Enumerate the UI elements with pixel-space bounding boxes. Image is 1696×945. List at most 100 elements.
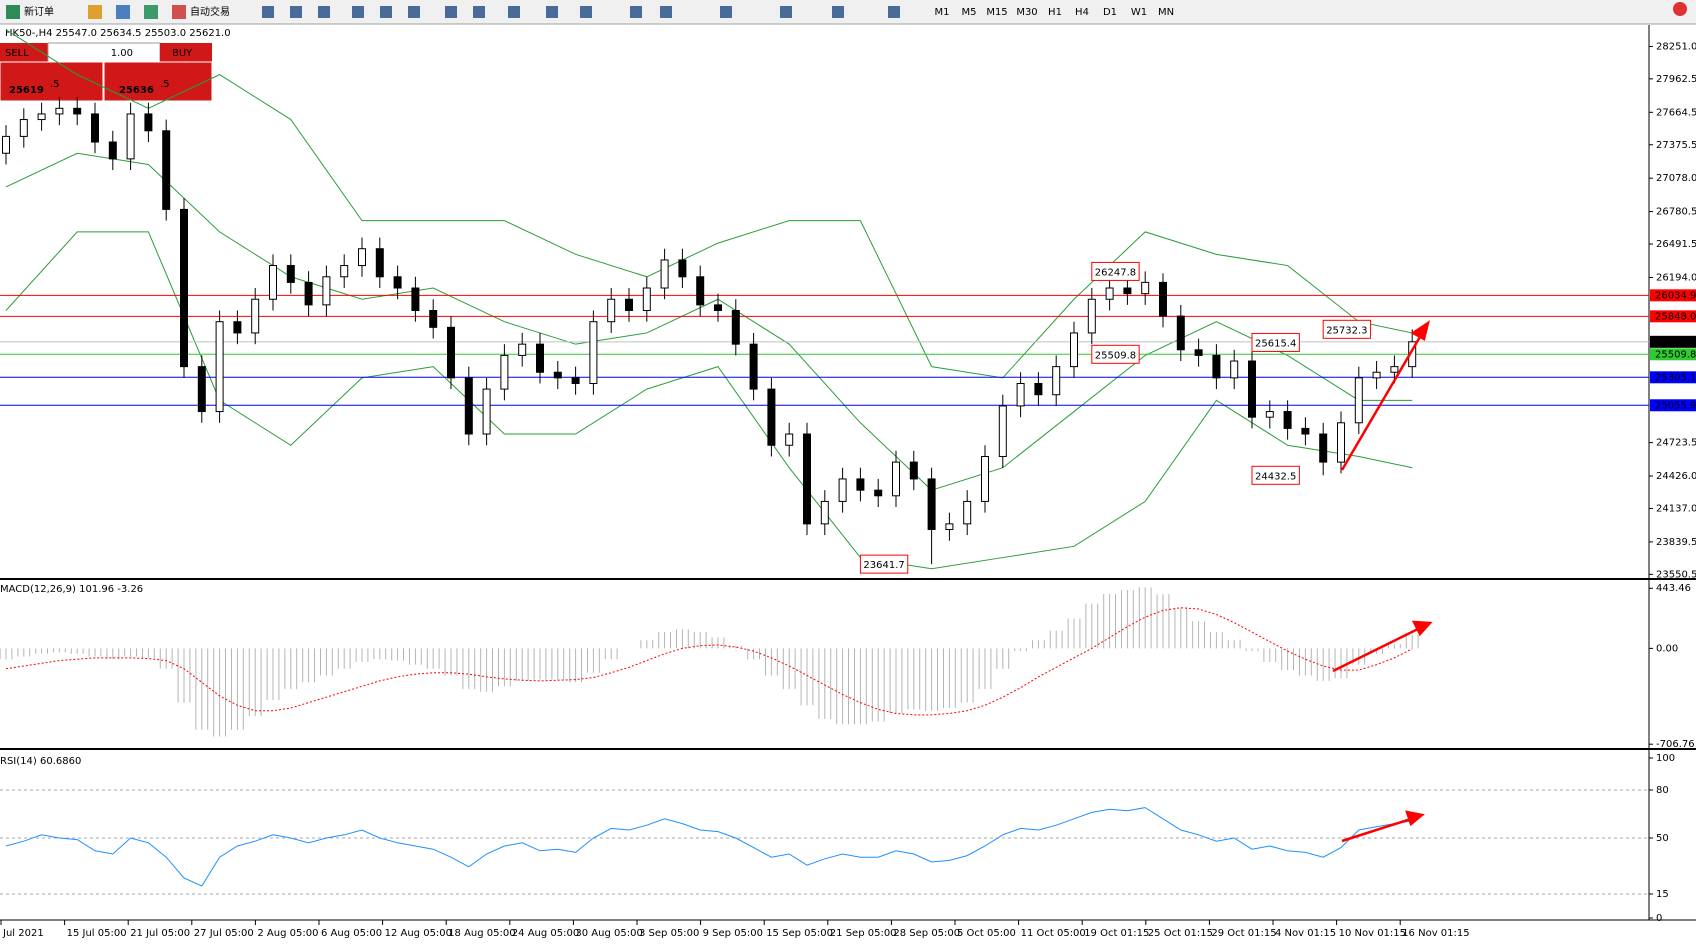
auto-trading-icon[interactable] [172, 5, 186, 19]
macd-trend-arrow [1332, 625, 1423, 673]
tool-icon[interactable] [473, 6, 485, 18]
auto-trading-label[interactable]: 自动交易 [190, 5, 230, 18]
price-level-label: 26034.9 [1655, 290, 1696, 301]
timeframe-button[interactable]: MN [1158, 7, 1174, 18]
tool-icon[interactable] [445, 6, 457, 18]
candle-body [1354, 377, 1363, 424]
price-trend-arrow [1340, 329, 1426, 471]
annotation-label: 26247.8 [1095, 267, 1136, 278]
bid-frac[interactable]: .5 [50, 79, 60, 90]
candle-body [108, 141, 117, 160]
annotation-label: 25509.8 [1095, 350, 1136, 361]
price-level-tag [1650, 289, 1696, 302]
timeframe-button[interactable]: D1 [1103, 7, 1117, 18]
candle-body [642, 287, 651, 311]
lot-value[interactable]: 1.00 [111, 48, 133, 59]
candle-body [660, 259, 669, 289]
tool-icon[interactable] [630, 6, 642, 18]
candle-body [322, 276, 331, 306]
candle-body [340, 265, 349, 278]
tool-icon[interactable] [290, 6, 302, 18]
candle-body [1248, 360, 1256, 418]
timeframe-button[interactable]: H1 [1048, 7, 1062, 18]
price-level-tag [1650, 348, 1696, 361]
time-label: 12 Aug 05:00 [385, 928, 452, 939]
y-tick-label: 15 [1656, 889, 1669, 900]
candle-body [1372, 371, 1381, 379]
sell-button[interactable] [0, 43, 48, 62]
new-order-label[interactable]: 新订单 [24, 5, 54, 18]
annotation-label: 23641.7 [863, 560, 904, 571]
bid-main[interactable]: 25619 [9, 85, 44, 96]
candle-body [447, 326, 455, 379]
timeframe-button[interactable]: W1 [1131, 7, 1147, 18]
tool-icon[interactable] [88, 5, 102, 19]
buy-price-box[interactable] [103, 61, 213, 102]
rsi-panel [0, 752, 1649, 920]
time-label: 29 Oct 01:15 [1211, 928, 1276, 939]
candle-body [981, 455, 989, 502]
tool-icon[interactable] [352, 6, 364, 18]
buy-button[interactable] [160, 43, 212, 62]
tool-icon[interactable] [380, 6, 392, 18]
tool-icon[interactable] [720, 6, 732, 18]
candle-body [589, 321, 598, 384]
ask-frac[interactable]: .5 [160, 79, 170, 90]
candle-body [19, 119, 28, 137]
tool-icon[interactable] [888, 6, 900, 18]
tool-icon[interactable] [580, 6, 592, 18]
y-tick-label: 26780.5 [1656, 207, 1696, 218]
y-tick-label: 23550.5 [1656, 569, 1696, 580]
tool-icon[interactable] [546, 6, 558, 18]
arrow-head [1411, 620, 1433, 637]
bollinger-lower [5, 231, 1413, 570]
tool-icon[interactable] [780, 6, 792, 18]
candle-body [180, 208, 188, 368]
annotation-box [1091, 344, 1140, 364]
tool-icon[interactable] [144, 5, 158, 19]
new-order-icon[interactable] [6, 5, 20, 19]
candle-body [892, 461, 900, 497]
timeframe-button[interactable]: M5 [962, 7, 977, 18]
bollinger-upper [5, 29, 1413, 379]
time-label: 18 Aug 05:00 [448, 928, 515, 939]
candle-body [144, 113, 153, 132]
sell-label[interactable]: SELL [5, 48, 29, 59]
candle-body [91, 113, 99, 143]
candle-body [197, 366, 206, 413]
timeframe-button[interactable]: H4 [1075, 7, 1089, 18]
time-label: 24 Aug 05:00 [512, 928, 579, 939]
ask-main[interactable]: 25636 [119, 85, 154, 96]
tool-icon[interactable] [262, 6, 274, 18]
y-tick-label: 0.00 [1656, 643, 1678, 654]
tool-icon[interactable] [408, 6, 420, 18]
time-label: 30 Aug 05:00 [575, 928, 642, 939]
lot-input[interactable] [47, 42, 161, 63]
candle-body [1212, 354, 1221, 379]
price-level-label: 25055.9 [1655, 400, 1696, 411]
tool-icon[interactable] [832, 6, 844, 18]
candle-body [73, 107, 82, 115]
arrow-head [1410, 320, 1430, 341]
candle-body [607, 298, 616, 323]
tool-icon[interactable] [508, 6, 520, 18]
candle-body [2, 135, 10, 154]
alert-badge[interactable] [1673, 2, 1687, 16]
timeframe-button[interactable]: M1 [935, 7, 950, 18]
candle-body [927, 478, 936, 530]
candle-body [1194, 349, 1203, 356]
y-tick-label: 80 [1656, 785, 1669, 796]
timeframe-button[interactable]: M30 [1016, 7, 1037, 18]
price-level-tag [1650, 371, 1696, 384]
time-label: 19 Oct 01:15 [1084, 928, 1149, 939]
timeframe-button[interactable]: M15 [986, 7, 1007, 18]
buy-label[interactable]: BUY [172, 48, 193, 59]
candle-body [945, 523, 954, 530]
sell-price-box[interactable] [0, 61, 104, 102]
candle-body [838, 478, 847, 502]
tool-icon[interactable] [660, 6, 672, 18]
tool-icon[interactable] [116, 5, 130, 19]
price-level-label: 25848.0 [1655, 311, 1696, 322]
tool-icon[interactable] [318, 6, 330, 18]
time-label: 15 Sep 05:00 [766, 928, 833, 939]
